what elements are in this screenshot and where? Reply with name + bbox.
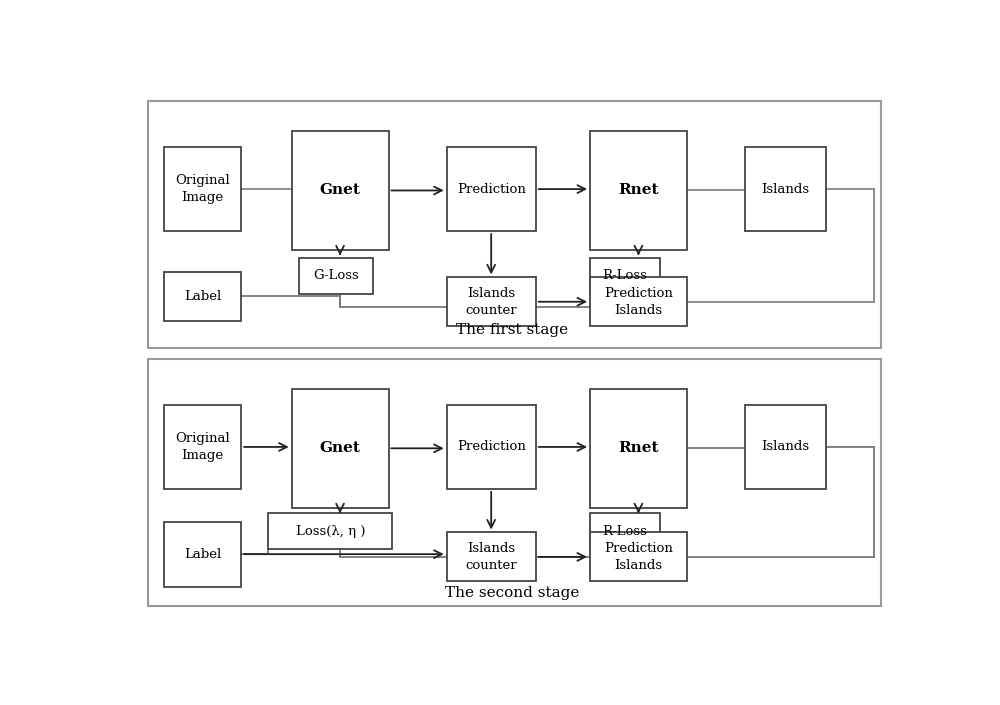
Bar [447,277,536,326]
Bar [268,513,392,548]
Text: Islands
counter: Islands counter [465,287,517,317]
Text: R-Loss: R-Loss [602,525,647,538]
Bar [148,101,881,348]
Text: Islands: Islands [762,183,810,195]
Bar [590,130,687,250]
Bar [590,277,687,326]
Text: Original
Image: Original Image [175,432,230,462]
Bar [292,388,388,508]
Bar [299,258,373,293]
Bar [164,405,241,489]
Text: Islands: Islands [762,441,810,453]
Text: Prediction: Prediction [457,441,526,453]
Text: Prediction
Islands: Prediction Islands [604,287,673,317]
Bar [447,147,536,231]
Bar [292,130,388,250]
Bar [164,522,241,587]
Bar [164,272,241,321]
Text: Rnet: Rnet [618,183,659,197]
Text: Gnet: Gnet [320,183,360,197]
Bar [590,388,687,508]
Bar [447,405,536,489]
Text: The first stage: The first stage [456,323,569,337]
Bar [745,147,826,231]
Text: Loss(λ, η ): Loss(λ, η ) [296,525,365,538]
Text: R-Loss: R-Loss [602,269,647,283]
Bar [590,532,687,582]
Text: Label: Label [184,548,221,560]
Bar [745,405,826,489]
Text: Label: Label [184,290,221,303]
Text: Gnet: Gnet [320,441,360,455]
Bar [590,258,660,293]
Text: The second stage: The second stage [445,587,580,601]
Text: G-Loss: G-Loss [313,269,359,283]
Text: Islands
counter: Islands counter [465,542,517,572]
Text: Prediction
Islands: Prediction Islands [604,542,673,572]
Bar [164,147,241,231]
Bar [447,532,536,582]
Text: Original
Image: Original Image [175,174,230,204]
Bar [590,513,660,548]
Bar [148,359,881,606]
Text: Prediction: Prediction [457,183,526,195]
Text: Rnet: Rnet [618,441,659,455]
